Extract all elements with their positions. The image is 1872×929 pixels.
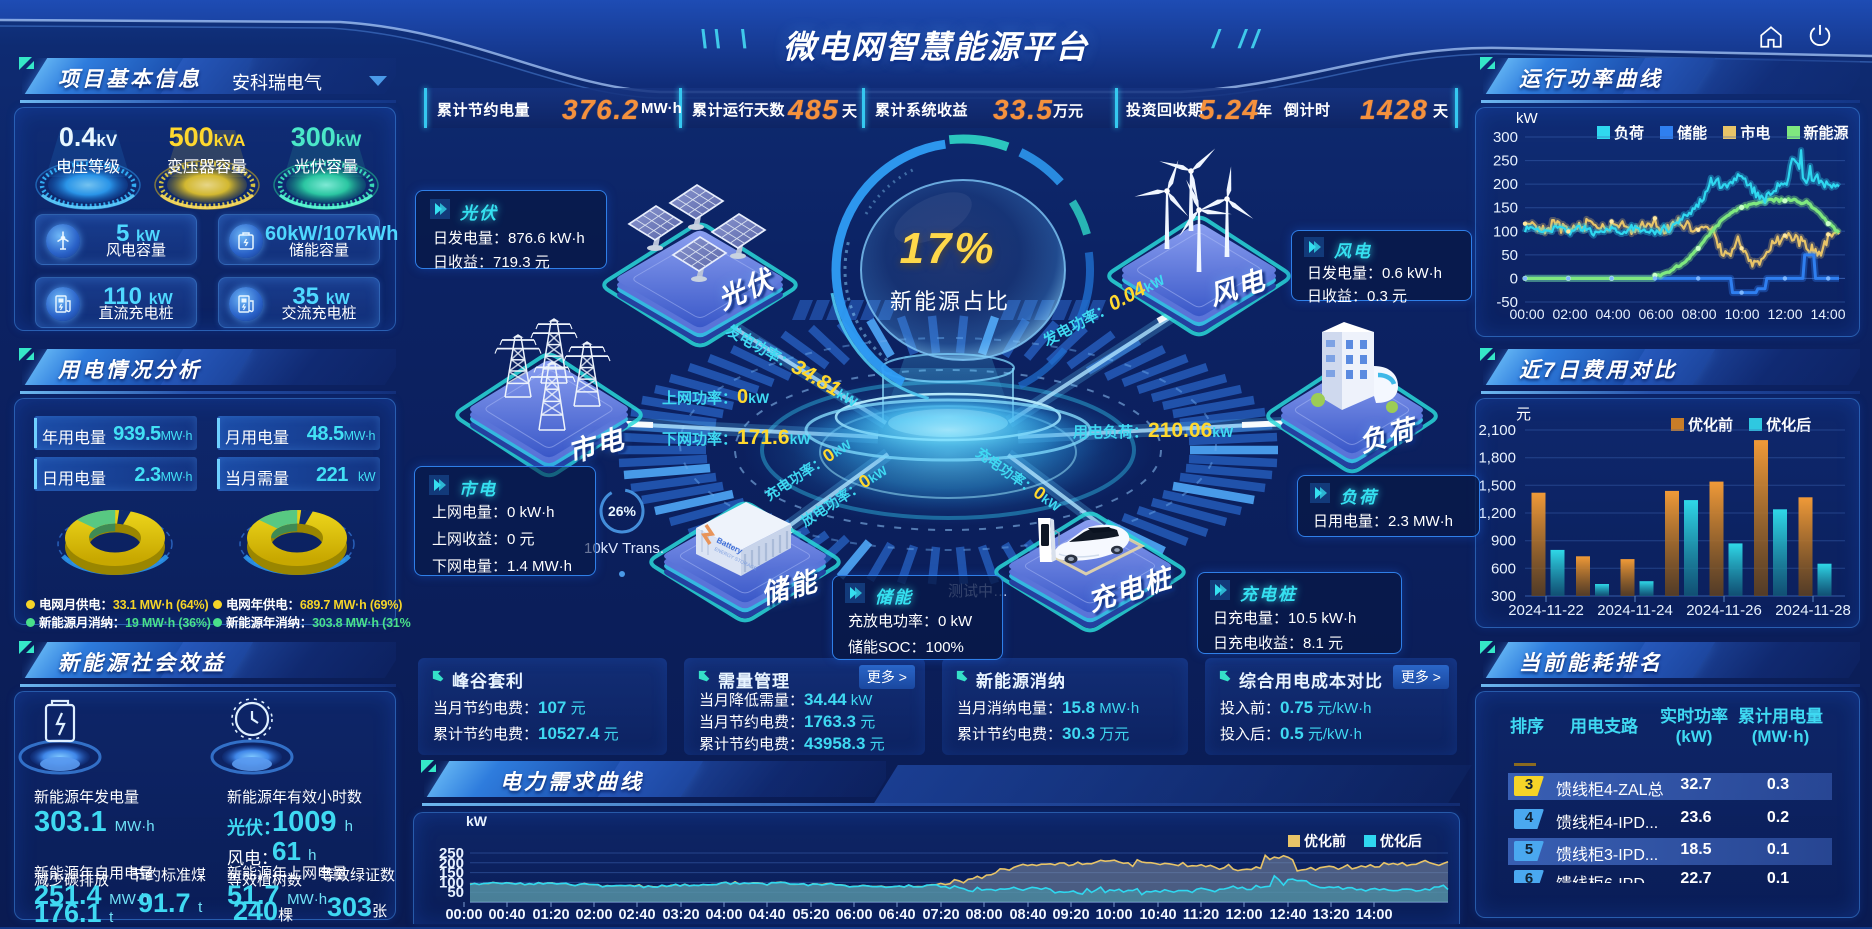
svg-text:07:20: 07:20 (922, 907, 959, 923)
svg-text:03:20: 03:20 (662, 907, 699, 923)
svg-text:12:00: 12:00 (1225, 907, 1262, 923)
svg-text:04:00: 04:00 (705, 907, 742, 923)
svg-text:00:00: 00:00 (445, 907, 482, 923)
svg-text:2024-11-22: 2024-11-22 (1508, 602, 1584, 619)
svg-text:02:00: 02:00 (575, 907, 612, 923)
svg-text:10:00: 10:00 (1724, 306, 1759, 322)
svg-text:300: 300 (1493, 129, 1518, 146)
svg-text:08:00: 08:00 (965, 907, 1002, 923)
svg-text:1,800: 1,800 (1478, 450, 1516, 467)
svg-text:250: 250 (1493, 153, 1518, 170)
svg-text:12:00: 12:00 (1767, 306, 1802, 322)
svg-text:06:00: 06:00 (835, 907, 872, 923)
svg-text:02:40: 02:40 (618, 907, 655, 923)
svg-text:0: 0 (1510, 270, 1518, 287)
svg-text:100: 100 (439, 874, 464, 891)
svg-text:11:20: 11:20 (1183, 907, 1219, 923)
svg-text:2024-11-28: 2024-11-28 (1775, 602, 1851, 619)
svg-text:50: 50 (447, 884, 464, 901)
svg-text:08:40: 08:40 (1009, 907, 1046, 923)
svg-text:150: 150 (439, 865, 464, 882)
svg-text:13:20: 13:20 (1312, 907, 1349, 923)
svg-text:26%: 26% (608, 503, 637, 519)
svg-text:200: 200 (439, 855, 464, 872)
svg-text:50: 50 (1501, 247, 1518, 264)
svg-text:00:40: 00:40 (488, 907, 525, 923)
svg-text:1,200: 1,200 (1478, 505, 1516, 522)
svg-text:04:40: 04:40 (748, 907, 785, 923)
svg-text:10:40: 10:40 (1139, 907, 1176, 923)
svg-text:900: 900 (1491, 533, 1516, 550)
svg-text:2024-11-26: 2024-11-26 (1686, 602, 1762, 619)
svg-text:09:20: 09:20 (1052, 907, 1089, 923)
svg-text:200: 200 (1493, 176, 1518, 193)
svg-text:00:00: 00:00 (1509, 306, 1544, 322)
svg-text:2024-11-24: 2024-11-24 (1597, 602, 1673, 619)
svg-text:06:00: 06:00 (1638, 306, 1673, 322)
svg-text:600: 600 (1491, 560, 1516, 577)
svg-text:-50: -50 (1496, 294, 1518, 311)
svg-text:300: 300 (1491, 588, 1516, 605)
svg-text:150: 150 (1493, 200, 1518, 217)
svg-text:05:20: 05:20 (792, 907, 829, 923)
svg-text:06:40: 06:40 (878, 907, 915, 923)
svg-text:14:00: 14:00 (1355, 907, 1392, 923)
svg-text:250: 250 (439, 845, 464, 862)
svg-text:2,100: 2,100 (1478, 422, 1516, 439)
svg-text:12:40: 12:40 (1269, 907, 1306, 923)
svg-text:10:00: 10:00 (1095, 907, 1132, 923)
svg-text:kW: kW (466, 813, 488, 829)
svg-text:1,500: 1,500 (1478, 477, 1516, 494)
svg-text:04:00: 04:00 (1595, 306, 1630, 322)
svg-text:01:20: 01:20 (532, 907, 569, 923)
svg-text:02:00: 02:00 (1552, 306, 1587, 322)
svg-text:100: 100 (1493, 223, 1518, 240)
svg-text:14:00: 14:00 (1810, 306, 1845, 322)
svg-text:08:00: 08:00 (1681, 306, 1716, 322)
